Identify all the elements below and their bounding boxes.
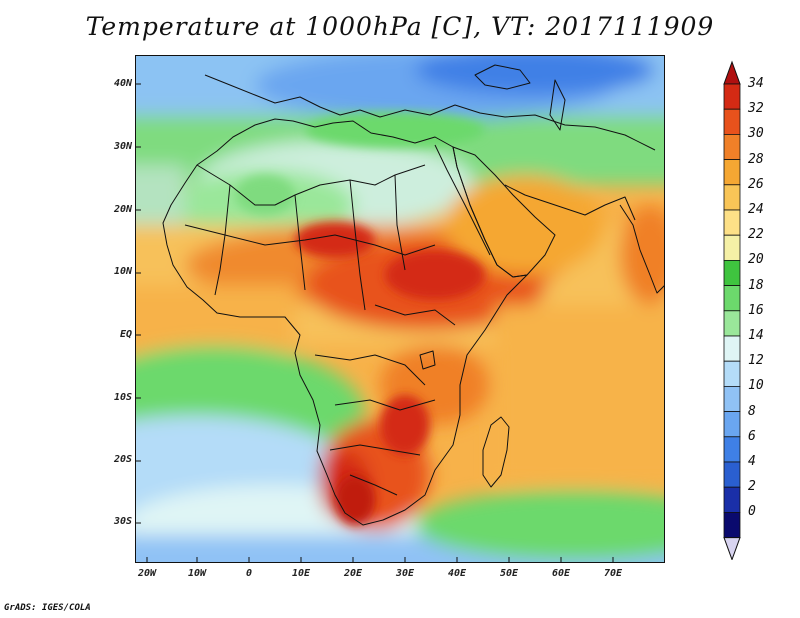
colorbar-tick-label: 10 — [748, 378, 764, 394]
colorbar-segment — [723, 411, 741, 438]
colorbar-segment — [723, 461, 741, 488]
colorbar-segment — [723, 134, 741, 161]
colorbar-segment — [723, 360, 741, 387]
colorbar-segment — [723, 234, 741, 261]
colorbar-tick-label: 16 — [748, 302, 764, 318]
colorbar-tick-label: 12 — [748, 353, 764, 369]
coastlines — [162, 64, 665, 526]
colorbar-segment — [723, 285, 741, 312]
lon-label: 20E — [343, 568, 363, 579]
colorbar-segment — [723, 83, 741, 110]
colorbar-segment — [723, 486, 741, 513]
colorbar-segment — [723, 209, 741, 236]
colorbar-segment — [723, 259, 741, 286]
lon-label: 10W — [187, 568, 207, 579]
colorbar-over-arrow — [723, 60, 741, 85]
lat-label: 30S — [113, 516, 132, 527]
temperature-map — [135, 55, 665, 563]
lon-label: 70E — [603, 568, 623, 579]
lon-label: 40E — [447, 568, 467, 579]
colorbar-segment — [723, 335, 741, 362]
lon-label: 60E — [551, 568, 571, 579]
colorbar-under-arrow — [723, 537, 741, 560]
colorbar-tick-label: 6 — [748, 428, 756, 444]
map-canvas — [135, 55, 665, 563]
colorbar-segment — [723, 159, 741, 186]
colorbar-tick-label: 30 — [748, 126, 764, 142]
colorbar-tick-label: 8 — [748, 403, 756, 419]
colorbar-segment — [723, 436, 741, 463]
map-frame — [135, 55, 665, 563]
lat-label: EQ — [119, 329, 132, 340]
lat-label: 20S — [113, 454, 132, 465]
lat-label: 30N — [113, 141, 132, 152]
colorbar-tick-label: 26 — [748, 176, 764, 192]
credit-label: GrADS: IGES/COLA — [4, 603, 91, 613]
colorbar-tick-label: 22 — [748, 227, 764, 243]
colorbar-tick-label: 32 — [748, 101, 764, 117]
colorbar-tick-label: 24 — [748, 202, 764, 217]
colorbar-tick-label: 28 — [748, 151, 764, 167]
lon-label: 10E — [291, 568, 311, 579]
lat-label: 20N — [113, 204, 132, 215]
colorbar-tick-label: 2 — [748, 479, 756, 495]
colorbar-segment — [723, 511, 741, 538]
colorbar-tick-label: 18 — [748, 277, 764, 293]
colorbar-segment — [723, 385, 741, 412]
lat-label: 10N — [113, 266, 132, 277]
colorbar-segment — [723, 184, 741, 211]
colorbar-tick-label: 34 — [748, 76, 764, 91]
colorbar-segment — [723, 108, 741, 135]
colorbar-tick-label: 14 — [748, 328, 764, 343]
colorbar-tick-label: 20 — [748, 252, 764, 268]
colorbar — [723, 60, 741, 560]
colorbar-segment — [723, 310, 741, 337]
map-title: Temperature at 1000hPa [C], VT: 20171119… — [85, 12, 715, 41]
lon-label: 0 — [245, 568, 253, 579]
lat-label: 40N — [113, 78, 132, 89]
colorbar-tick-label: 0 — [748, 504, 756, 520]
hotspots — [235, 112, 485, 525]
lon-label: 50E — [499, 568, 519, 579]
lat-label: 10S — [113, 392, 132, 403]
lon-label: 30E — [395, 568, 415, 579]
lon-label: 20W — [137, 568, 157, 579]
colorbar-tick-label: 4 — [748, 454, 756, 469]
